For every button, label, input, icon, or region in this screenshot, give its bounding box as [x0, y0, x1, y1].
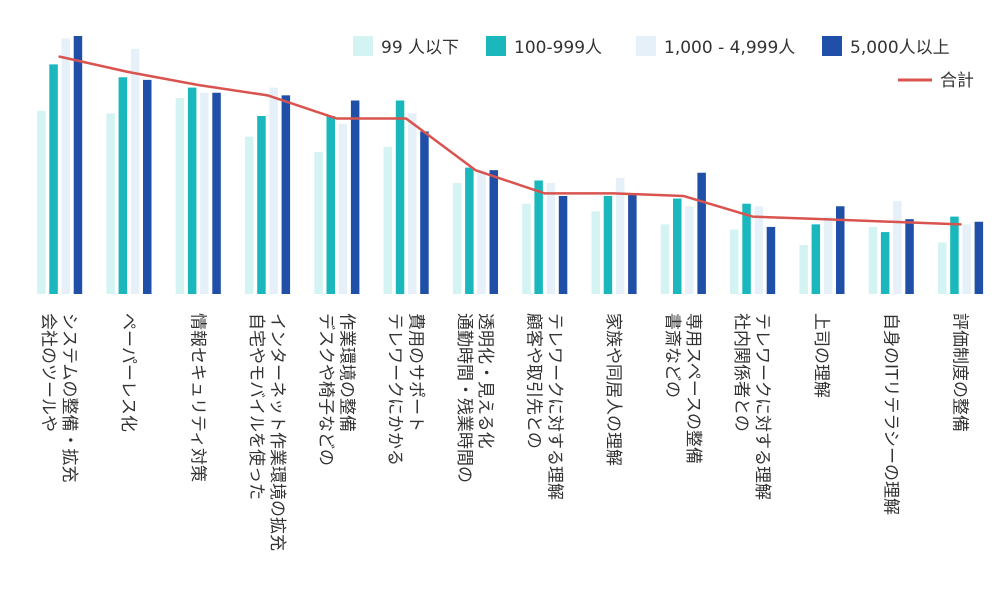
category-label: 上司の理解: [811, 313, 831, 398]
bar-s4-c11: [766, 226, 776, 294]
legend-swatch-5-000: [822, 36, 842, 56]
bar-s2-c7: [465, 167, 474, 294]
bar-s1-c13: [868, 226, 878, 294]
legend-label-3: 1,000 - 4,999人: [664, 38, 795, 58]
category-labels: 会社のツールやシステムの整備・拡充 ペーパーレス化 情報セキュリティ対策 自宅やモバイ…: [38, 313, 969, 551]
total-line: [58, 55, 962, 226]
bar-s3-c5: [338, 123, 348, 294]
category-label: 家族や同居人の理解: [603, 313, 623, 466]
bar-s1-c5: [314, 152, 323, 294]
category-label: ペーパーレス化: [118, 313, 138, 432]
bar-s4-c10: [697, 172, 706, 294]
bar-s3-c10: [685, 206, 694, 294]
legend-label-2: 100-999人: [514, 38, 602, 58]
category-label: 通勤時間・残業時間の透明化・見える化: [454, 313, 495, 483]
bar-s4-c3: [212, 92, 221, 294]
bar-s4-c7: [489, 170, 498, 294]
bar-s4-c5: [350, 100, 360, 294]
bar-s3-c12: [823, 216, 833, 294]
bar-s1-c3: [175, 97, 185, 294]
category-label: 評価制度の整備: [950, 313, 970, 432]
bar-s1-c9: [591, 211, 600, 294]
bar-s4-c6: [420, 131, 429, 294]
category-label: 情報セキュリティ対策: [187, 313, 207, 482]
category-label: 社内関係者とのテレワークに対する理解: [731, 313, 772, 500]
bar-s1-c10: [660, 224, 670, 294]
bar-s2-c10: [673, 198, 682, 294]
bar-s2-c12: [811, 224, 821, 294]
bar-s3-c2: [130, 48, 140, 295]
bar-s3-c14: [962, 224, 971, 294]
legend-label-total: 合計: [940, 71, 974, 91]
bar-s3-c3: [200, 92, 209, 294]
bar-s2-c2: [118, 77, 128, 294]
bar-s2-c1: [49, 64, 58, 294]
bar-s4-c2: [143, 79, 152, 294]
bar-s2-c4: [257, 115, 266, 294]
bar-s3-c8: [546, 183, 556, 294]
legend-swatch-100-999: [486, 36, 506, 56]
category-label: 書斎などの専用スペースの整備: [662, 313, 703, 464]
legend-swatch-1-000-4-999: [636, 36, 656, 56]
bar-s3-c9: [615, 177, 625, 294]
legend-label-4: 5,000人以上: [850, 38, 950, 58]
bar-s2-c14: [950, 216, 959, 294]
bar-s4-c1: [73, 36, 83, 294]
bar-s3-c13: [893, 201, 902, 294]
bar-s1-c8: [522, 203, 531, 294]
total-line-layer: [58, 55, 962, 226]
bar-s4-c9: [628, 193, 637, 294]
bar-s3-c4: [269, 87, 278, 294]
bar-s1-c12: [799, 244, 808, 294]
category-label: テレワークにかかる費用のサポート: [385, 313, 426, 466]
bar-s1-c7: [452, 183, 462, 294]
category-label: 自宅やモバイルを使ったインターネット作業環境の拡充: [246, 313, 287, 551]
category-label: 顧客や取引先とのテレワークに対する理解: [523, 313, 564, 500]
bar-s1-c11: [730, 229, 739, 294]
bar-s2-c5: [326, 115, 335, 294]
legend-label-1: 99 人以下: [381, 38, 459, 58]
bar-s4-c14: [974, 221, 984, 294]
bar-s2-c8: [534, 180, 543, 294]
bar-s4-c13: [905, 219, 914, 294]
bar-s1-c6: [383, 146, 393, 294]
bar-s1-c4: [245, 136, 254, 294]
bar-s3-c11: [754, 206, 763, 294]
bar-s4-c4: [281, 95, 291, 294]
bar-s1-c14: [938, 242, 947, 294]
bar-s2-c9: [603, 195, 613, 294]
bar-s2-c6: [395, 100, 405, 294]
category-label: デスクや椅子などの作業環境の整備: [315, 313, 356, 466]
bar-s2-c11: [742, 203, 751, 294]
bar-s1-c1: [37, 110, 46, 294]
bar-s2-c3: [187, 87, 197, 294]
category-label: 自身のITリテラシーの理解: [880, 313, 900, 515]
bar-s3-c1: [61, 38, 70, 294]
category-label: 会社のツールやシステムの整備・拡充: [38, 313, 79, 483]
bar-s2-c13: [880, 232, 890, 294]
legend-swatch-99: [353, 36, 373, 56]
bars-layer: [37, 36, 984, 295]
bar-s3-c7: [477, 170, 486, 294]
bar-s4-c8: [558, 195, 568, 294]
bar-s3-c6: [408, 113, 417, 295]
bar-s1-c2: [106, 113, 115, 295]
bar-s4-c12: [836, 206, 845, 294]
